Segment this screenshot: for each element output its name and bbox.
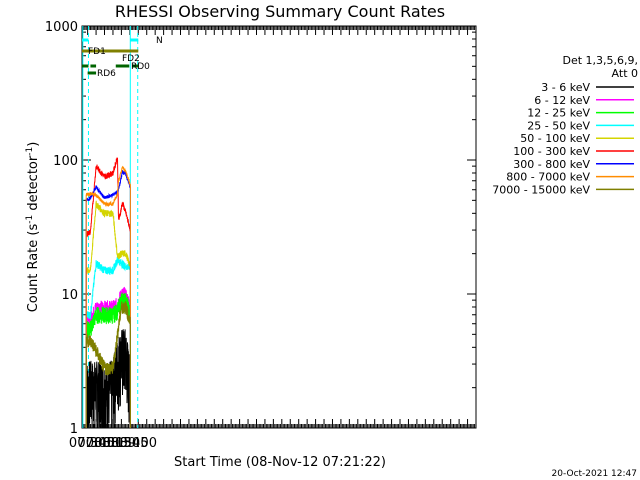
legend-entry-label: 800 - 7000 keV <box>506 171 590 184</box>
legend-header-line1: Det 1,3,5,6,9, <box>562 54 638 67</box>
x-tick-label: 08:00 <box>86 436 123 451</box>
x-tick-label: 07:45 <box>77 436 114 451</box>
x-tick-label: 09:00 <box>120 436 157 451</box>
y-tick-label: 1000 <box>45 20 78 35</box>
legend-entry-label: 6 - 12 keV <box>534 94 590 107</box>
y-axis-label: Count Rate (s-1 detector-1) <box>25 142 41 313</box>
series-line <box>85 301 131 428</box>
status-label-n: N <box>156 36 163 46</box>
y-tick-label: 100 <box>53 154 78 169</box>
y-tick-label: 1 <box>70 422 78 437</box>
legend-entry-label: 12 - 25 keV <box>527 107 590 120</box>
series-line <box>85 157 131 428</box>
x-tick-label: 08:45 <box>111 436 148 451</box>
plot-area: 1 10 100 1000 07:3007:4508:0008:1508:3008:45… <box>45 20 477 451</box>
series-line <box>85 256 131 428</box>
y-tick-label: 10 <box>61 288 78 303</box>
status-label-fd1: FD1 <box>88 47 106 57</box>
legend-entry-label: 3 - 6 keV <box>541 81 590 94</box>
status-label-rd6: RD6 <box>97 69 116 79</box>
series-line <box>85 329 131 429</box>
legend-entry-label: 100 - 300 keV <box>513 145 590 158</box>
x-tick-label: 08:30 <box>103 436 140 451</box>
plot-frame <box>81 25 477 429</box>
chart-title: RHESSI Observing Summary Count Rates <box>115 2 445 21</box>
legend-header-line2: Att 0 <box>612 67 638 80</box>
legend-entry-label: 25 - 50 keV <box>527 119 590 132</box>
legend-entry-label: 50 - 100 keV <box>520 132 590 145</box>
series-line <box>85 165 131 428</box>
series-line <box>85 292 131 428</box>
legend-entry-label: 7000 - 15000 keV <box>492 183 590 196</box>
status-label-rd0: RD0 <box>131 62 150 72</box>
x-tick-label: 08:15 <box>94 436 131 451</box>
x-axis-label: Start Time (08-Nov-12 07:21:22) <box>174 455 386 470</box>
x-tick-label: 07:30 <box>69 436 106 451</box>
status-label-fd2: FD2 <box>122 54 140 64</box>
series-line <box>85 200 131 428</box>
legend-entry-label: 300 - 800 keV <box>513 158 590 171</box>
footer-date: 20-Oct-2021 12:47 <box>552 469 637 479</box>
